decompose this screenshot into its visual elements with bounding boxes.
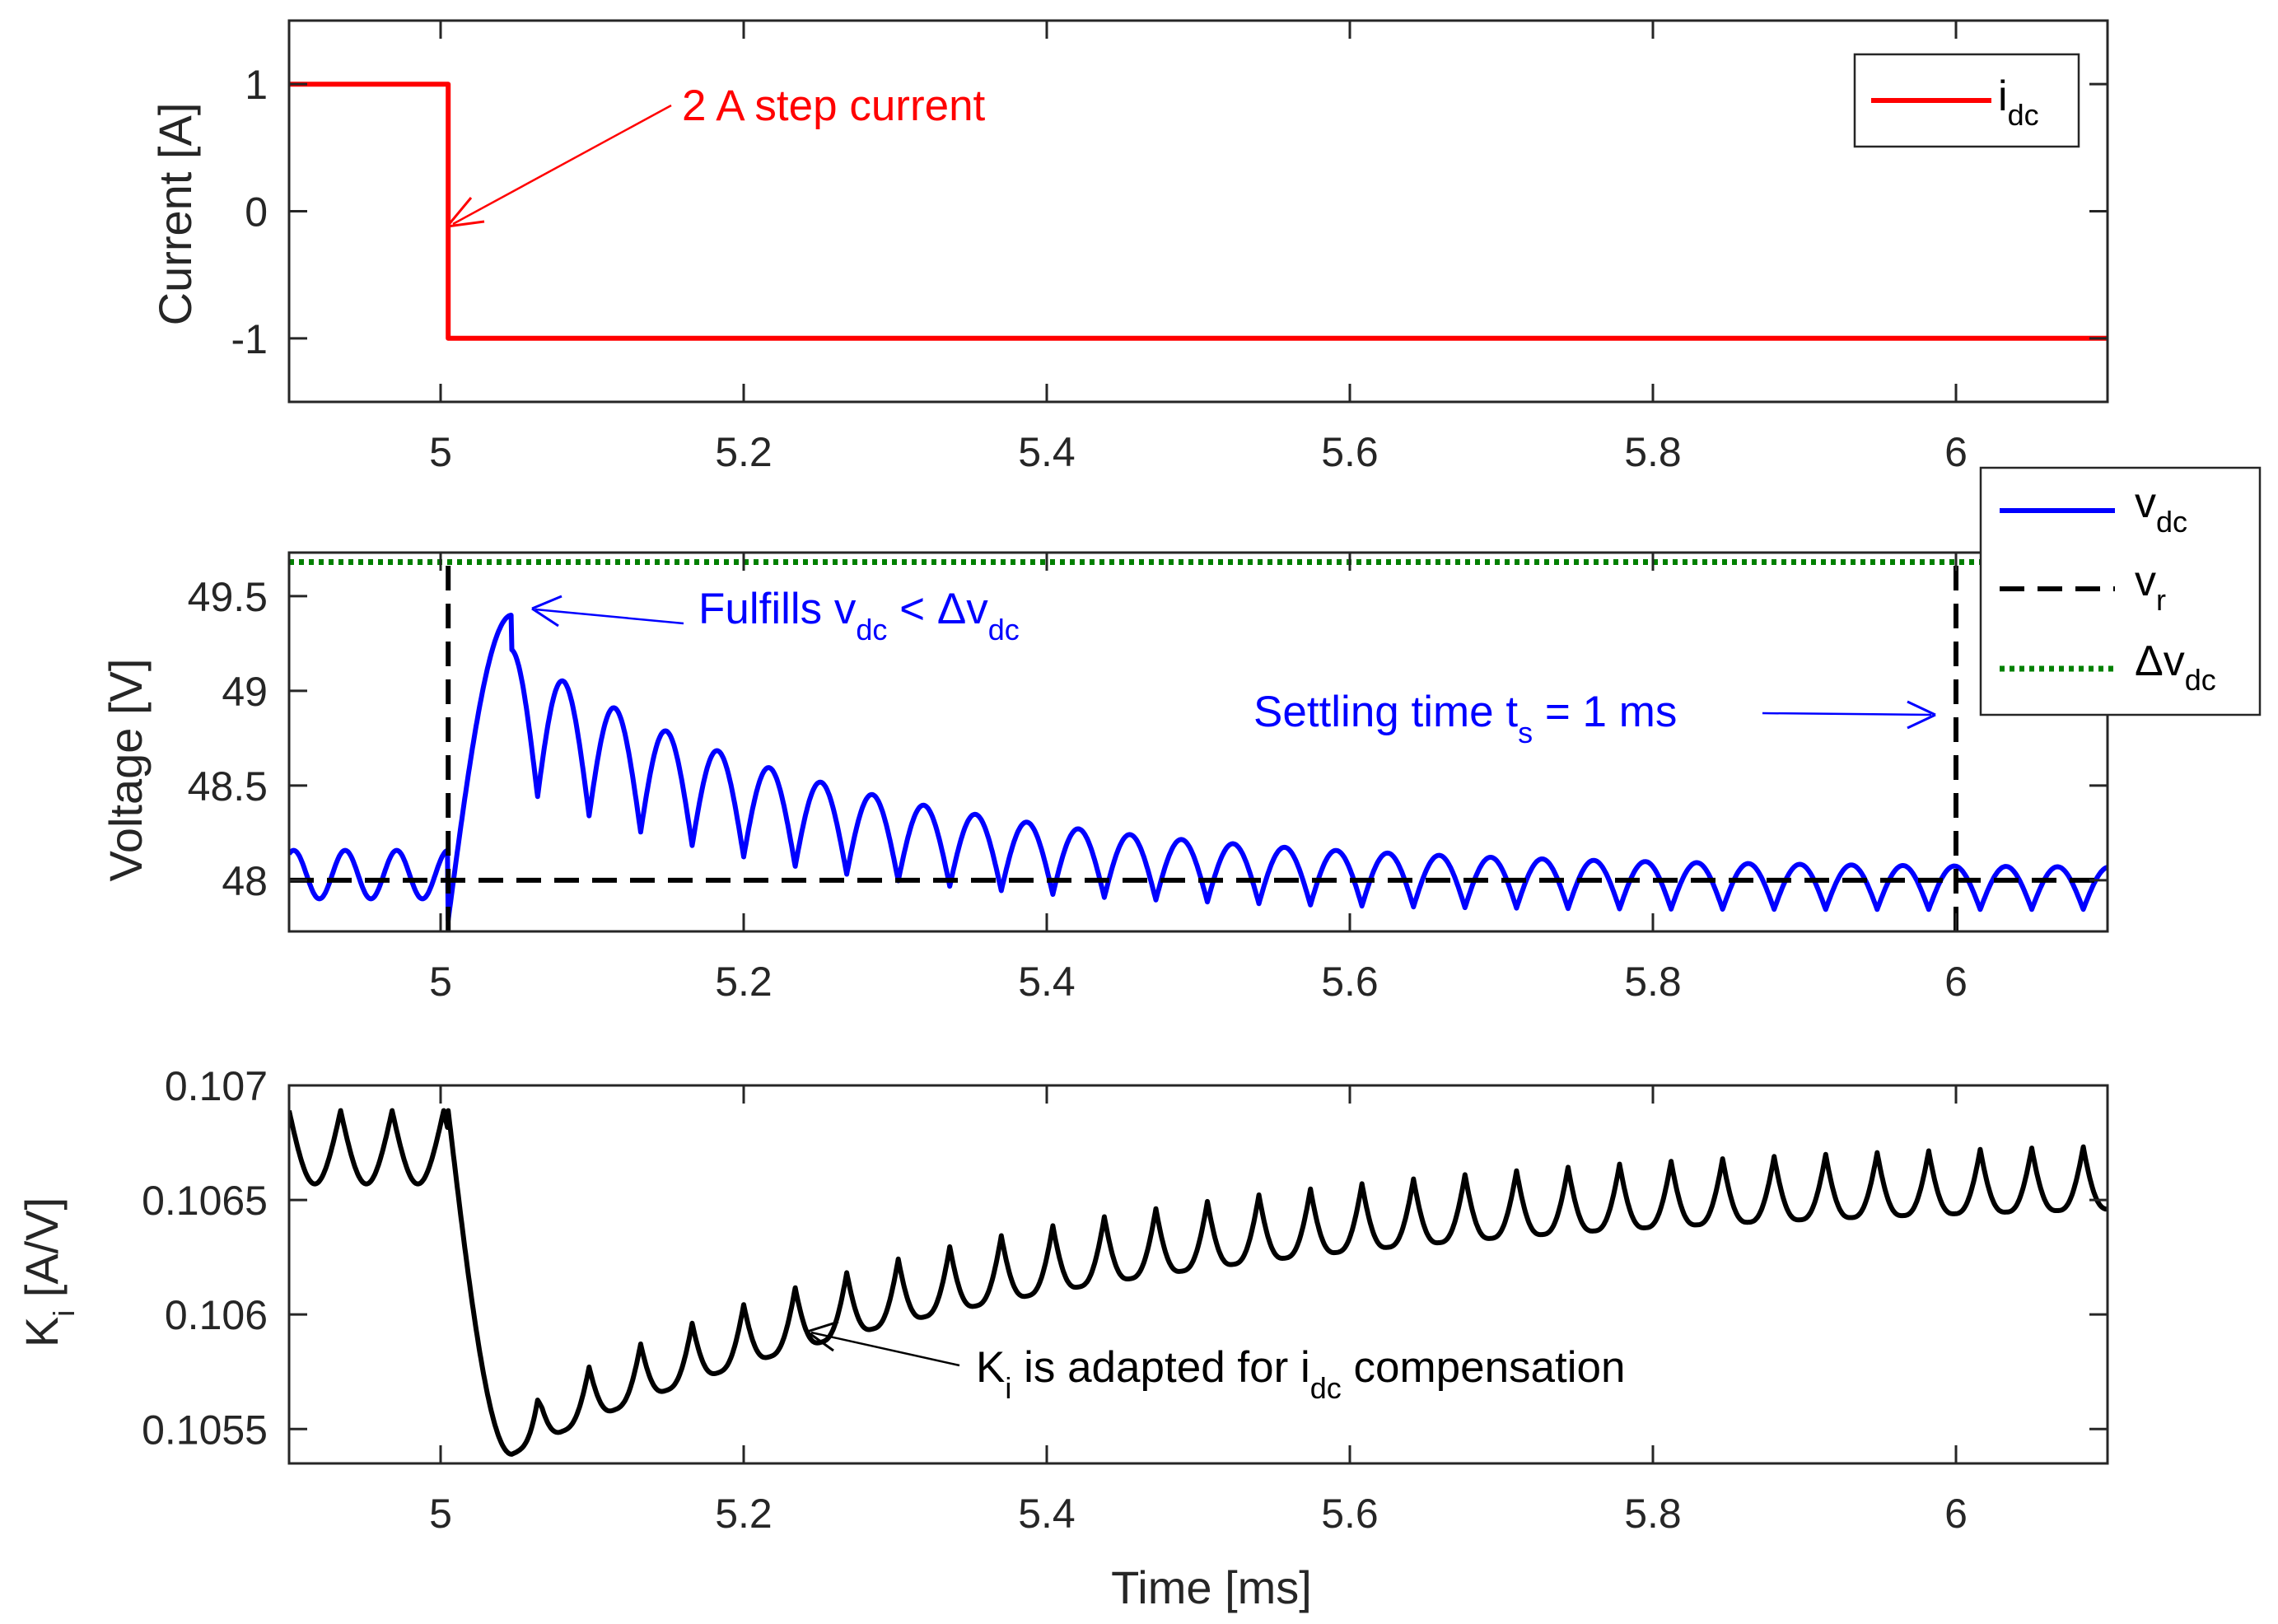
current-xtick-label: 5.8 (1624, 429, 1682, 475)
voltage-peak-arrowhead (531, 595, 562, 628)
gain-ylabel: Ki [A/V] (16, 1197, 81, 1347)
voltage-settling-arrow (1762, 712, 1932, 716)
voltage-series-vdc-line (289, 613, 2108, 923)
gain-plot-area (289, 1108, 2108, 1457)
current-legend-label: idc (1998, 72, 2039, 132)
gain-annotation-arrowhead (806, 1320, 839, 1352)
current-series-group (289, 82, 2108, 341)
gain-series-ki-line (289, 1108, 2108, 1457)
gain-axes-frame (287, 1084, 2109, 1465)
current-xtick-label: 5 (429, 429, 452, 475)
voltage-xtick-label: 5.4 (1018, 959, 1076, 1005)
current-ytick-label: 0 (245, 189, 268, 236)
gain-series-group (289, 1108, 2108, 1457)
voltage-settling-arrowhead (1907, 700, 1936, 730)
gain-xtick-label: 5.8 (1624, 1491, 1682, 1537)
gain-xtick-label: 5.4 (1018, 1491, 1076, 1537)
voltage-legend-label-vr: vr (2135, 558, 2166, 617)
current-series-idc-line (289, 82, 2108, 341)
voltage-ytick-label: 48.5 (188, 763, 268, 810)
current-plot-area (289, 82, 2108, 341)
gain-panel: 5 5.2 5.4 5.6 5.8 6 0.107 0.1065 0.106 0.1055 Ki … (16, 1063, 2109, 1613)
voltage-xtick-label: 5.8 (1624, 959, 1682, 1005)
current-xtick-label: 5.4 (1018, 429, 1076, 475)
voltage-xtick-label: 5 (429, 959, 452, 1005)
voltage-ylabel: Voltage [V] (100, 659, 152, 882)
current-annotation-text: 2 A step current (682, 82, 986, 130)
gain-xtick-label: 5.2 (715, 1491, 773, 1537)
current-ytick-label: 1 (245, 62, 268, 108)
gain-ytick-label: 0.106 (165, 1292, 268, 1338)
gain-annotation: Ki is adapted for idc compensation (806, 1320, 1626, 1405)
gain-annotation-text: Ki is adapted for idc compensation (976, 1343, 1626, 1405)
voltage-legend-label-dvdc: Δvdc (2135, 637, 2216, 697)
current-annotation-arrow (452, 104, 672, 226)
current-ticks: 5 5.2 5.4 5.6 5.8 6 1 0 -1 (231, 19, 2109, 475)
gain-ytick-label: 0.1055 (142, 1407, 268, 1453)
voltage-xtick-label: 5.2 (715, 959, 773, 1005)
current-ytick-label: -1 (231, 316, 268, 362)
voltage-ytick-label: 48 (222, 858, 268, 904)
voltage-ytick-label: 49.5 (188, 574, 268, 620)
gain-xtick-label: 5 (429, 1491, 452, 1537)
voltage-peak-text: Fulfills vdc < Δvdc (698, 585, 1020, 646)
gain-xtick-label: 6 (1944, 1491, 1968, 1537)
voltage-xtick-label: 6 (1944, 959, 1968, 1005)
voltage-legend-label-vdc: vdc (2135, 479, 2187, 539)
current-panel: 5 5.2 5.4 5.6 5.8 6 1 0 -1 Current [A] 2 A step … (149, 19, 2109, 475)
current-legend: idc (1853, 53, 2080, 148)
voltage-settling-text: Settling time ts = 1 ms (1253, 688, 1677, 749)
current-ylabel: Current [A] (149, 103, 201, 326)
voltage-peak-arrow (534, 608, 684, 625)
voltage-panel: 5 5.2 5.4 5.6 5.8 6 49.5 49 48.5 48 Voltage [V] F… (100, 466, 2262, 1005)
voltage-series-group (289, 553, 2108, 931)
voltage-annotation-peak: Fulfills vdc < Δvdc (531, 585, 1020, 646)
gain-ytick-label: 0.107 (165, 1063, 268, 1109)
voltage-axes-frame (287, 551, 2109, 933)
current-annotation: 2 A step current (446, 82, 986, 228)
voltage-plot-area (289, 553, 2108, 931)
current-xtick-label: 5.6 (1321, 429, 1379, 475)
gain-ticks: 5 5.2 5.4 5.6 5.8 6 0.107 0.1065 0.106 0.1055 (142, 1063, 2109, 1537)
voltage-annotation-settling: Settling time ts = 1 ms (1253, 688, 1936, 749)
voltage-ticks: 5 5.2 5.4 5.6 5.8 6 49.5 49 48.5 48 (188, 551, 2109, 1005)
current-xtick-label: 5.2 (715, 429, 773, 475)
gain-annotation-arrow (810, 1331, 960, 1367)
gain-xtick-label: 5.6 (1321, 1491, 1379, 1537)
gain-xlabel: Time [ms] (1111, 1561, 1312, 1613)
voltage-xtick-label: 5.6 (1321, 959, 1379, 1005)
current-xtick-label: 6 (1944, 429, 1968, 475)
gain-ytick-label: 0.1065 (142, 1178, 268, 1224)
voltage-legend: vdc vr Δvdc (1979, 466, 2262, 716)
voltage-ytick-label: 49 (222, 669, 268, 715)
current-annotation-arrowhead (446, 197, 485, 228)
